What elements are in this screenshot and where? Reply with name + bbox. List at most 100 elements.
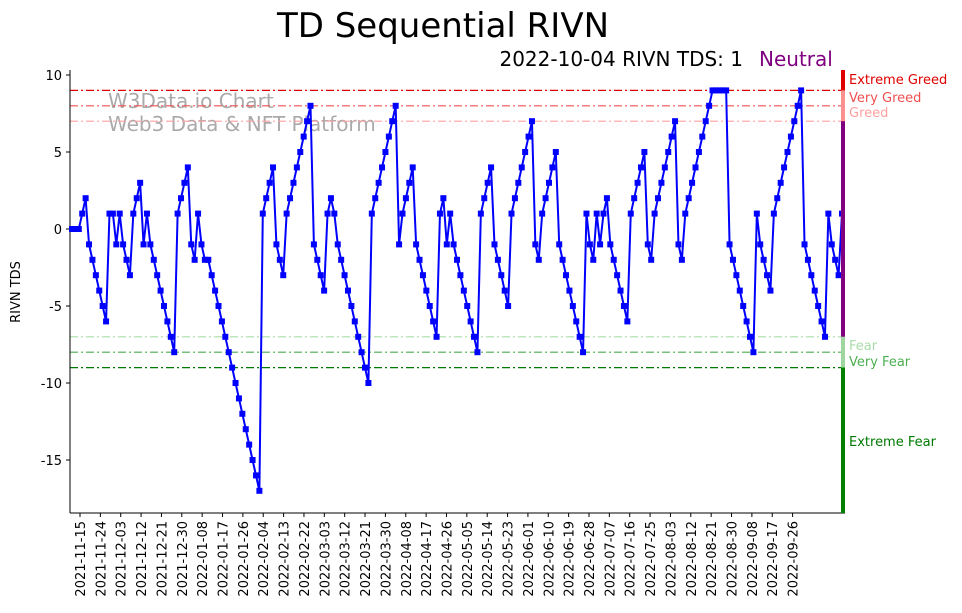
x-tick-label: 2022-08-21 (705, 521, 720, 597)
data-point (212, 287, 219, 294)
x-tick-label: 2022-01-17 (217, 521, 232, 597)
data-point (467, 318, 474, 325)
data-point (317, 272, 324, 279)
data-point (815, 303, 822, 309)
data-point (69, 226, 75, 232)
data-point (290, 179, 297, 186)
data-point (157, 287, 164, 294)
data-point (689, 179, 696, 186)
data-point (433, 333, 440, 340)
data-point (147, 241, 154, 248)
x-tick-label: 2021-12-12 (135, 521, 150, 597)
data-point (685, 195, 692, 202)
status-label: Neutral (759, 47, 833, 71)
data-point (682, 210, 689, 217)
data-point (723, 87, 730, 94)
data-point (416, 256, 423, 263)
data-point (385, 133, 392, 140)
data-point (726, 241, 733, 248)
data-point (464, 303, 471, 309)
data-point (116, 210, 123, 217)
data-point (791, 118, 798, 125)
band-fear (841, 336, 845, 368)
data-point (542, 195, 549, 202)
x-tick-label: 2022-08-03 (664, 521, 679, 597)
data-point (287, 195, 294, 202)
data-point (382, 149, 389, 155)
x-tick-label: 2022-02-22 (298, 521, 313, 597)
data-point (644, 241, 651, 248)
data-point (307, 102, 314, 109)
data-point (740, 303, 747, 309)
y-axis-label: RIVN TDS (9, 261, 24, 323)
data-point (641, 149, 648, 155)
data-point (92, 272, 99, 279)
data-point (256, 487, 263, 494)
data-point (832, 256, 839, 263)
data-point (668, 133, 675, 140)
data-point (327, 195, 334, 202)
data-point (692, 164, 699, 171)
data-point (719, 87, 726, 94)
data-point (443, 241, 450, 248)
data-point (324, 210, 331, 217)
x-tick-label: 2022-06-10 (542, 521, 557, 597)
data-point (709, 87, 716, 94)
data-point (655, 195, 662, 202)
x-tick-label: 2022-06-28 (583, 521, 598, 597)
data-point (658, 179, 665, 186)
data-point (150, 256, 157, 263)
data-point (566, 287, 573, 294)
data-point (368, 210, 375, 217)
data-point (252, 472, 259, 479)
data-point (171, 349, 178, 356)
data-point (436, 210, 443, 217)
data-point (600, 210, 607, 217)
y-tick-label: -10 (41, 377, 62, 392)
data-point (787, 133, 794, 140)
data-point (460, 287, 467, 294)
data-point (549, 164, 556, 171)
x-tick-label: 2021-12-21 (155, 521, 170, 597)
data-point (624, 318, 631, 325)
data-point (413, 241, 420, 248)
x-tick-label: 2021-11-24 (94, 521, 109, 597)
data-point (798, 87, 805, 94)
data-point (491, 241, 498, 248)
data-point (764, 272, 771, 279)
data-point (263, 195, 270, 202)
data-point (661, 164, 668, 171)
data-point (808, 272, 815, 279)
data-point (321, 287, 328, 294)
data-point (556, 241, 563, 248)
x-tick-label: 2021-11-15 (74, 521, 89, 597)
data-point (389, 118, 396, 125)
data-point (583, 210, 590, 217)
x-tick-label: 2021-12-30 (176, 521, 191, 597)
data-point (576, 333, 583, 340)
data-point (610, 256, 617, 263)
data-point (399, 210, 406, 217)
data-point (835, 272, 842, 279)
data-point (522, 149, 529, 155)
data-point (99, 303, 106, 309)
data-point (447, 210, 454, 217)
data-point (501, 287, 508, 294)
data-point (801, 241, 808, 248)
data-point (86, 241, 93, 248)
data-point (154, 272, 161, 279)
data-point (631, 195, 638, 202)
x-tick-label: 2022-04-17 (420, 521, 435, 597)
data-point (270, 164, 277, 171)
data-point (103, 318, 110, 325)
data-point (794, 102, 801, 109)
data-point (590, 256, 597, 263)
data-point (651, 210, 658, 217)
x-tick-label: 2022-02-13 (278, 521, 293, 597)
data-point (123, 256, 130, 263)
data-point (573, 318, 580, 325)
data-point (355, 333, 362, 340)
x-tick-label: 2022-02-04 (257, 521, 272, 597)
x-tick-label: 2022-04-08 (400, 521, 415, 597)
x-tick-label: 2022-09-26 (787, 521, 802, 597)
